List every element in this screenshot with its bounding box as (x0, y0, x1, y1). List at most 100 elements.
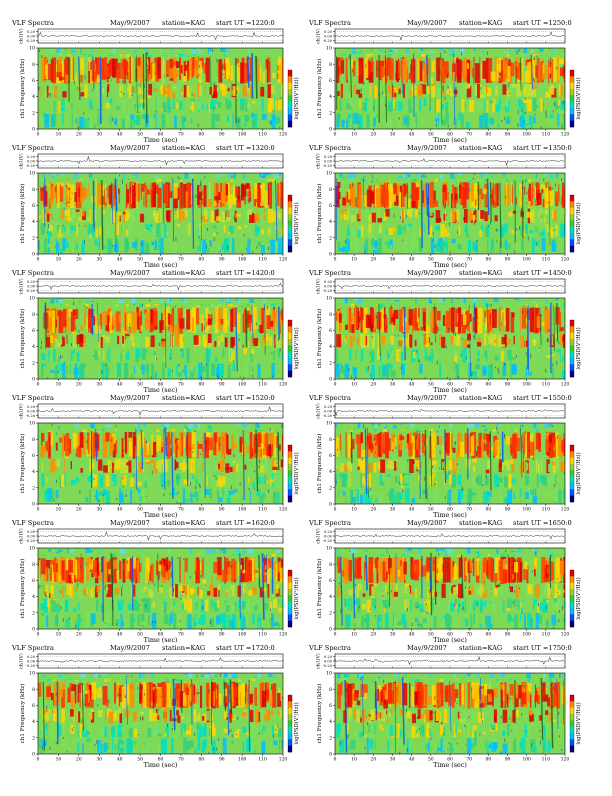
heatmap-cell (108, 368, 110, 375)
heatmap-cell (89, 113, 92, 128)
heatmap-cell (185, 65, 187, 71)
heatmap-speckle (431, 301, 432, 303)
heatmap-cell (141, 554, 143, 557)
heatmap-cell (419, 227, 420, 237)
heatmap-cell (525, 475, 529, 486)
heatmap-cell (200, 368, 202, 374)
heatmap-cell (115, 335, 116, 344)
heatmap-speckle (64, 208, 65, 210)
colorbar-label: log(PSD(V²/Hz)) (575, 202, 582, 244)
heatmap-cell (57, 459, 60, 467)
panel-station: station=KAG (162, 394, 205, 402)
heatmap-cell (378, 238, 382, 254)
heatmap-cell (130, 57, 131, 83)
heatmap-speckle (522, 187, 523, 190)
heatmap-cell (76, 309, 79, 319)
heatmap-cell (184, 117, 186, 122)
heatmap-cell (436, 99, 441, 112)
heatmap-cell (477, 180, 479, 181)
heatmap-cell (145, 312, 149, 331)
heatmap-speckle (270, 446, 271, 449)
heatmap-cell (556, 349, 560, 352)
heatmap-cell (152, 356, 154, 361)
heatmap-speckle (158, 64, 159, 67)
x-tick-label: 20 (371, 383, 377, 388)
heatmap-cell (511, 444, 512, 456)
heatmap-speckle (457, 463, 458, 466)
x-tick-label: 20 (371, 508, 377, 513)
y-tick-label: 4 (32, 219, 35, 225)
heatmap-cell (182, 211, 185, 220)
heatmap-cell (380, 474, 382, 483)
heatmap-cell (399, 114, 401, 129)
heatmap-cell (169, 239, 170, 254)
heatmap-speckle (145, 79, 146, 81)
heatmap-cell (453, 57, 457, 61)
heatmap-cell (534, 423, 536, 427)
colorbar-segment (288, 70, 292, 77)
heatmap-cell (259, 310, 260, 321)
heatmap-cell (550, 85, 554, 94)
heatmap-cell (216, 553, 219, 554)
timeseries-tick-label: -0.20 (323, 39, 333, 43)
heatmap-cell (146, 304, 151, 307)
heatmap-cell (420, 61, 423, 81)
colorbar-segment (570, 489, 574, 496)
heatmap-speckle (246, 64, 247, 66)
heatmap-cell (520, 488, 522, 497)
heatmap-speckle (504, 436, 505, 439)
heatmap-cell (394, 226, 395, 232)
heatmap-cell (113, 183, 114, 206)
heatmap-cell (337, 113, 341, 119)
heatmap-cell (60, 304, 62, 305)
heatmap-speckle (193, 179, 194, 181)
heatmap-cell (533, 352, 537, 361)
heatmap-cell (106, 103, 110, 108)
heatmap-cell (147, 443, 149, 455)
heatmap-speckle (485, 371, 486, 373)
heatmap-cell (247, 105, 249, 108)
y-tick-label: 8 (32, 312, 35, 318)
heatmap-cell (77, 354, 79, 360)
heatmap-cell (265, 433, 269, 446)
heatmap-speckle (222, 376, 223, 378)
heatmap-cell (76, 210, 80, 212)
heatmap-cell (201, 492, 205, 503)
heatmap-cell (157, 334, 160, 342)
heatmap-speckle (239, 338, 240, 341)
colorbar-segment (288, 345, 292, 352)
heatmap-cell (119, 189, 120, 203)
heatmap-cell (181, 307, 182, 333)
y-axis-label: ch1 Frequency (kHz) (19, 309, 26, 369)
heatmap-cell (173, 433, 175, 454)
heatmap-cell (130, 209, 134, 223)
colorbar-segment (288, 358, 292, 365)
heatmap-cell (45, 191, 47, 206)
heatmap-cell (363, 103, 366, 111)
heatmap-cell (79, 117, 84, 128)
heatmap-cell (351, 179, 354, 181)
heatmap-cell (130, 115, 134, 120)
heatmap-cell (533, 301, 535, 303)
heatmap-cell (436, 210, 441, 223)
heatmap-cell (351, 215, 356, 222)
heatmap-cell (343, 491, 345, 496)
heatmap-speckle (277, 326, 278, 327)
heatmap-cell (261, 183, 264, 193)
heatmap-cell (439, 437, 442, 445)
timeseries-label: ch1(V) (18, 278, 25, 294)
heatmap-speckle (196, 194, 197, 198)
heatmap-cell (228, 174, 232, 178)
heatmap-cell (346, 119, 348, 129)
heatmap-cell (62, 91, 66, 98)
heatmap-cell (536, 459, 537, 473)
heatmap-speckle (534, 379, 535, 381)
heatmap-speckle (450, 251, 451, 253)
heatmap-cell (553, 229, 556, 232)
heatmap-cell (549, 424, 553, 426)
heatmap-cell (167, 84, 171, 98)
heatmap-cell (515, 438, 520, 451)
heatmap-speckle (256, 323, 257, 326)
heatmap-cell (350, 336, 353, 348)
heatmap-cell (283, 300, 286, 303)
